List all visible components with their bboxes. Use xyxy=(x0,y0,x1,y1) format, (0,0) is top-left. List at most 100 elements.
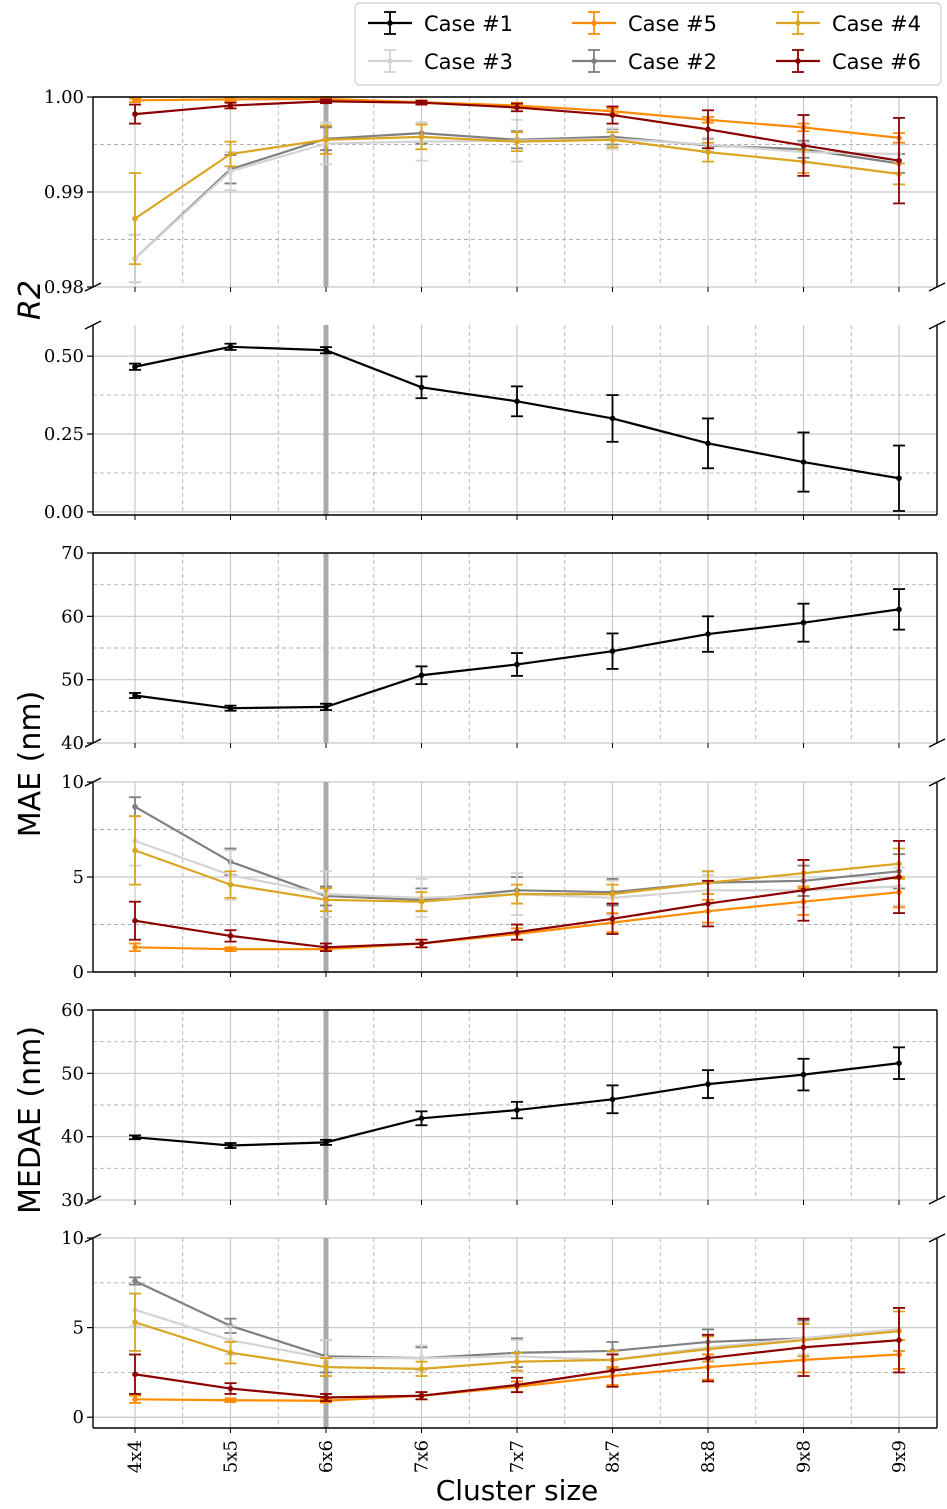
data-point xyxy=(323,704,329,710)
data-point xyxy=(227,168,234,174)
data-point xyxy=(800,142,807,149)
data-point xyxy=(896,157,902,164)
data-point xyxy=(609,136,616,143)
axis-break-mark xyxy=(84,1195,102,1205)
data-point xyxy=(323,98,329,105)
data-point xyxy=(705,900,711,907)
axis-break-mark xyxy=(84,320,102,330)
data-point xyxy=(227,96,234,103)
series-case-4 xyxy=(129,123,905,266)
data-point xyxy=(705,1355,711,1361)
data-point xyxy=(418,99,425,106)
data-point xyxy=(514,1107,520,1113)
panel-mae-upper: 40 50 60 70 xyxy=(61,543,946,754)
data-point xyxy=(705,440,711,447)
series-case-1 xyxy=(129,588,905,712)
y-axis-label-medae: MEDAE (nm) xyxy=(13,1026,48,1214)
axis-break-mark xyxy=(928,777,946,787)
y-tick-label: 0.50 xyxy=(44,346,84,367)
legend: Case #1 Case #3 Case #5 Case #2 Case #4 Case … xyxy=(354,2,942,86)
axis-break-mark xyxy=(84,777,102,787)
legend-swatch-marker xyxy=(591,58,597,64)
data-point xyxy=(418,672,425,679)
y-tick-label: 40 xyxy=(61,733,84,754)
data-point xyxy=(132,97,138,104)
panel-medae-upper: 30 40 50 60 xyxy=(61,1000,946,1211)
axis-break-mark xyxy=(928,1233,946,1243)
legend-label: Case #4 xyxy=(832,12,921,36)
series-case-6 xyxy=(129,840,905,952)
data-point xyxy=(609,916,616,922)
data-point xyxy=(705,126,711,133)
data-point xyxy=(896,874,902,880)
data-point xyxy=(514,1382,520,1388)
data-point xyxy=(609,1096,616,1103)
legend-swatch-marker xyxy=(591,20,597,26)
data-point xyxy=(896,1060,902,1066)
data-point xyxy=(323,1139,329,1146)
x-tick-label: 9x8 xyxy=(794,1440,815,1473)
data-point xyxy=(609,415,616,422)
y-axis-label-r2: R2 xyxy=(13,280,48,320)
data-point xyxy=(609,112,616,118)
data-point xyxy=(227,1385,234,1392)
y-tick-label: 0.99 xyxy=(44,182,84,203)
chart-panels: 0.980.991.000.000.250.504050607005103040… xyxy=(44,87,946,1473)
x-tick-label: 7x6 xyxy=(412,1440,433,1473)
y-tick-label: 0 xyxy=(73,962,84,983)
legend-item: Case #2 xyxy=(572,49,717,74)
data-point xyxy=(132,1319,138,1326)
data-point xyxy=(896,1337,902,1343)
data-point xyxy=(323,1364,329,1370)
y-tick-label: 1.00 xyxy=(44,87,84,108)
data-point xyxy=(227,705,234,711)
x-tick-label: 5x5 xyxy=(221,1440,242,1473)
y-tick-label: 50 xyxy=(61,1063,84,1084)
data-point xyxy=(227,102,234,109)
data-point xyxy=(418,898,425,905)
data-point xyxy=(705,631,711,637)
data-point xyxy=(418,940,425,947)
x-axis-label: Cluster size xyxy=(436,1474,599,1507)
y-tick-label: 10 xyxy=(61,772,84,793)
y-tick-label: 40 xyxy=(61,1127,84,1148)
axis-break-mark xyxy=(928,738,946,748)
data-point xyxy=(227,1142,234,1149)
data-point xyxy=(418,1366,425,1372)
panel-r2-upper: 0.98 0.99 1.00 xyxy=(44,87,946,298)
legend-item: Case #4 xyxy=(776,11,921,36)
data-point xyxy=(705,1081,711,1087)
data-point xyxy=(227,881,234,888)
legend-swatch-marker xyxy=(387,58,393,64)
data-point xyxy=(227,344,234,350)
y-tick-label: 10 xyxy=(61,1228,84,1249)
data-point xyxy=(514,661,520,668)
y-tick-label: 0.25 xyxy=(44,424,84,445)
x-tick-label: 4x4 xyxy=(125,1440,146,1473)
legend-swatch-marker xyxy=(387,20,393,26)
data-point xyxy=(514,104,520,111)
data-point xyxy=(418,1115,425,1122)
legend-label: Case #5 xyxy=(628,12,717,36)
x-tick-label: 9x9 xyxy=(889,1440,910,1473)
data-point xyxy=(800,1071,807,1078)
legend-label: Case #6 xyxy=(832,50,921,74)
data-point xyxy=(609,891,616,897)
data-point xyxy=(705,149,711,155)
data-point xyxy=(800,887,807,894)
data-point xyxy=(132,1278,138,1284)
data-point xyxy=(418,1392,425,1399)
data-point xyxy=(227,1349,234,1356)
data-point xyxy=(609,1367,616,1374)
series-case-1 xyxy=(129,342,905,512)
data-point xyxy=(800,459,807,465)
data-point xyxy=(514,1358,520,1365)
data-point xyxy=(132,803,138,810)
data-point xyxy=(418,134,425,140)
legend-swatch-marker xyxy=(795,58,801,64)
data-point xyxy=(418,384,425,391)
y-tick-label: 0.98 xyxy=(44,277,84,298)
y-tick-label: 0.00 xyxy=(44,502,84,523)
data-point xyxy=(132,944,138,951)
series-case-6 xyxy=(129,98,905,205)
